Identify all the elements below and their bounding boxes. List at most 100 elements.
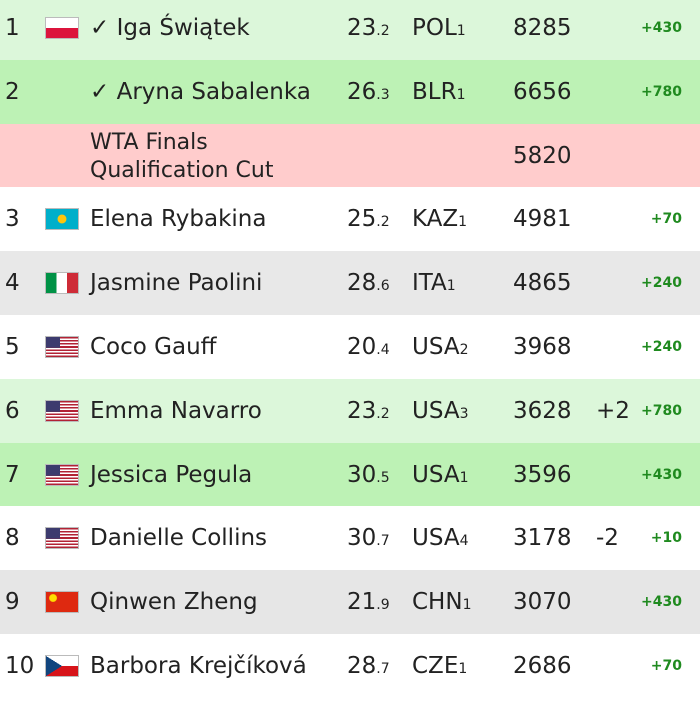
- points-gain: +240: [641, 339, 682, 355]
- age-decimal: .2: [376, 405, 390, 422]
- table-row: 6 Emma Navarro 23.2 USA3 3628 +2 +780: [0, 378, 700, 443]
- country-code: POL: [412, 15, 457, 41]
- age-whole: 23: [347, 15, 377, 41]
- country-flag: [46, 337, 78, 357]
- points: 3968: [513, 334, 572, 360]
- cut-label-line: Qualification Cut: [90, 157, 274, 183]
- age-decimal: .6: [376, 278, 390, 295]
- player-name: Jasmine Paolini: [90, 270, 263, 297]
- country-flag: [46, 273, 78, 294]
- age-whole: 30: [347, 461, 377, 488]
- country-rank: 1: [462, 597, 472, 614]
- table-row: 5 Coco Gauff 20.4 USA2 3968 +240: [0, 315, 700, 379]
- country: USA1: [412, 443, 469, 507]
- table-row: 3 Elena Rybakina 25.2 KAZ1 4981 +70: [0, 187, 700, 252]
- country-rank: 4: [459, 533, 469, 550]
- country: CZE1: [412, 634, 467, 698]
- points-gain: +780: [641, 402, 682, 419]
- age-decimal: .7: [376, 661, 390, 677]
- player-name: Coco Gauff: [90, 334, 217, 360]
- age: 25.2: [347, 187, 390, 251]
- points: 3628: [513, 397, 572, 424]
- points: 3070: [513, 589, 572, 616]
- rank: 4: [5, 270, 20, 297]
- table-row: 8 Danielle Collins 30.7 USA4 3178 -2 +10: [0, 506, 700, 571]
- age-decimal: .7: [376, 533, 390, 550]
- player-name: Elena Rybakina: [90, 206, 267, 233]
- age-decimal: .3: [376, 86, 390, 103]
- age-whole: 30: [347, 525, 377, 552]
- country: ITA1: [412, 251, 456, 315]
- points-gain: +780: [641, 83, 682, 100]
- country-rank: 3: [459, 405, 469, 422]
- points-gain: +430: [641, 594, 682, 611]
- player-name: Danielle Collins: [90, 525, 268, 552]
- country: USA3: [412, 379, 469, 443]
- country-flag: [46, 18, 78, 38]
- cut-label: WTA Finals Qualification Cut: [90, 129, 273, 185]
- player-name: ✓ Aryna Sabalenka: [90, 78, 311, 105]
- points: 4981: [513, 206, 572, 233]
- points: 5820: [513, 142, 572, 169]
- age-whole: 26: [347, 78, 377, 105]
- country-code: ITA: [412, 270, 447, 297]
- points-gain: +240: [641, 275, 682, 292]
- country-rank: 1: [456, 23, 466, 39]
- rank: 3: [5, 206, 20, 233]
- country-code: BLR: [412, 78, 457, 105]
- points-gain: +10: [650, 530, 682, 547]
- country-flag: [46, 592, 78, 613]
- age-decimal: .4: [376, 342, 390, 358]
- table-row: 10 Barbora Krejčíková 28.7 CZE1 2686 +70: [0, 634, 700, 698]
- table-row: 1 ✓ Iga Świątek 23.2 POL1 8285 +430: [0, 0, 700, 60]
- country: KAZ1: [412, 187, 467, 251]
- country-flag: [46, 528, 78, 549]
- country-code: CZE: [412, 653, 459, 679]
- age-whole: 23: [347, 397, 377, 424]
- rank: 5: [5, 334, 20, 360]
- points: 3596: [513, 461, 572, 488]
- points-gain: +430: [641, 466, 682, 483]
- player-name: Barbora Krejčíková: [90, 653, 307, 679]
- rank: 1: [5, 15, 20, 41]
- points: 2686: [513, 653, 572, 679]
- country-flag: [46, 464, 78, 485]
- points: 8285: [513, 15, 572, 41]
- age: 28.7: [347, 634, 390, 698]
- age-whole: 28: [347, 270, 377, 297]
- rank: 9: [5, 589, 20, 616]
- country-code: USA: [412, 397, 460, 424]
- rank: 8: [5, 525, 20, 552]
- player-name: Jessica Pegula: [90, 461, 253, 488]
- player-name: ✓ Iga Świątek: [90, 15, 250, 41]
- points-gain: +70: [650, 658, 682, 674]
- points: 3178: [513, 525, 572, 552]
- age-whole: 20: [347, 334, 377, 360]
- rank: 7: [5, 461, 20, 488]
- country-code: KAZ: [412, 206, 459, 233]
- points-gain: +430: [641, 20, 682, 36]
- player-name: Emma Navarro: [90, 397, 262, 424]
- age: 20.4: [347, 315, 390, 379]
- country-flag: [46, 400, 78, 421]
- age-whole: 28: [347, 653, 377, 679]
- age-whole: 25: [347, 206, 377, 233]
- country-code: USA: [412, 461, 460, 488]
- country-flag: [46, 209, 78, 230]
- points-gain: +70: [650, 211, 682, 228]
- table-row: 4 Jasmine Paolini 28.6 ITA1 4865 +240: [0, 251, 700, 316]
- country-flag: [46, 656, 78, 676]
- country-code: USA: [412, 525, 460, 552]
- age-decimal: .9: [376, 597, 390, 614]
- country-code: USA: [412, 334, 460, 360]
- age: 26.3: [347, 60, 390, 124]
- country-code: CHN: [412, 589, 463, 616]
- age: 21.9: [347, 570, 390, 634]
- points: 6656: [513, 78, 572, 105]
- age-whole: 21: [347, 589, 377, 616]
- table-row: WTA Finals Qualification Cut 5820: [0, 123, 700, 188]
- table-row: 2 ✓ Aryna Sabalenka 26.3 BLR1 6656 +780: [0, 59, 700, 124]
- country-rank: 1: [458, 661, 468, 677]
- age-decimal: .2: [376, 23, 390, 39]
